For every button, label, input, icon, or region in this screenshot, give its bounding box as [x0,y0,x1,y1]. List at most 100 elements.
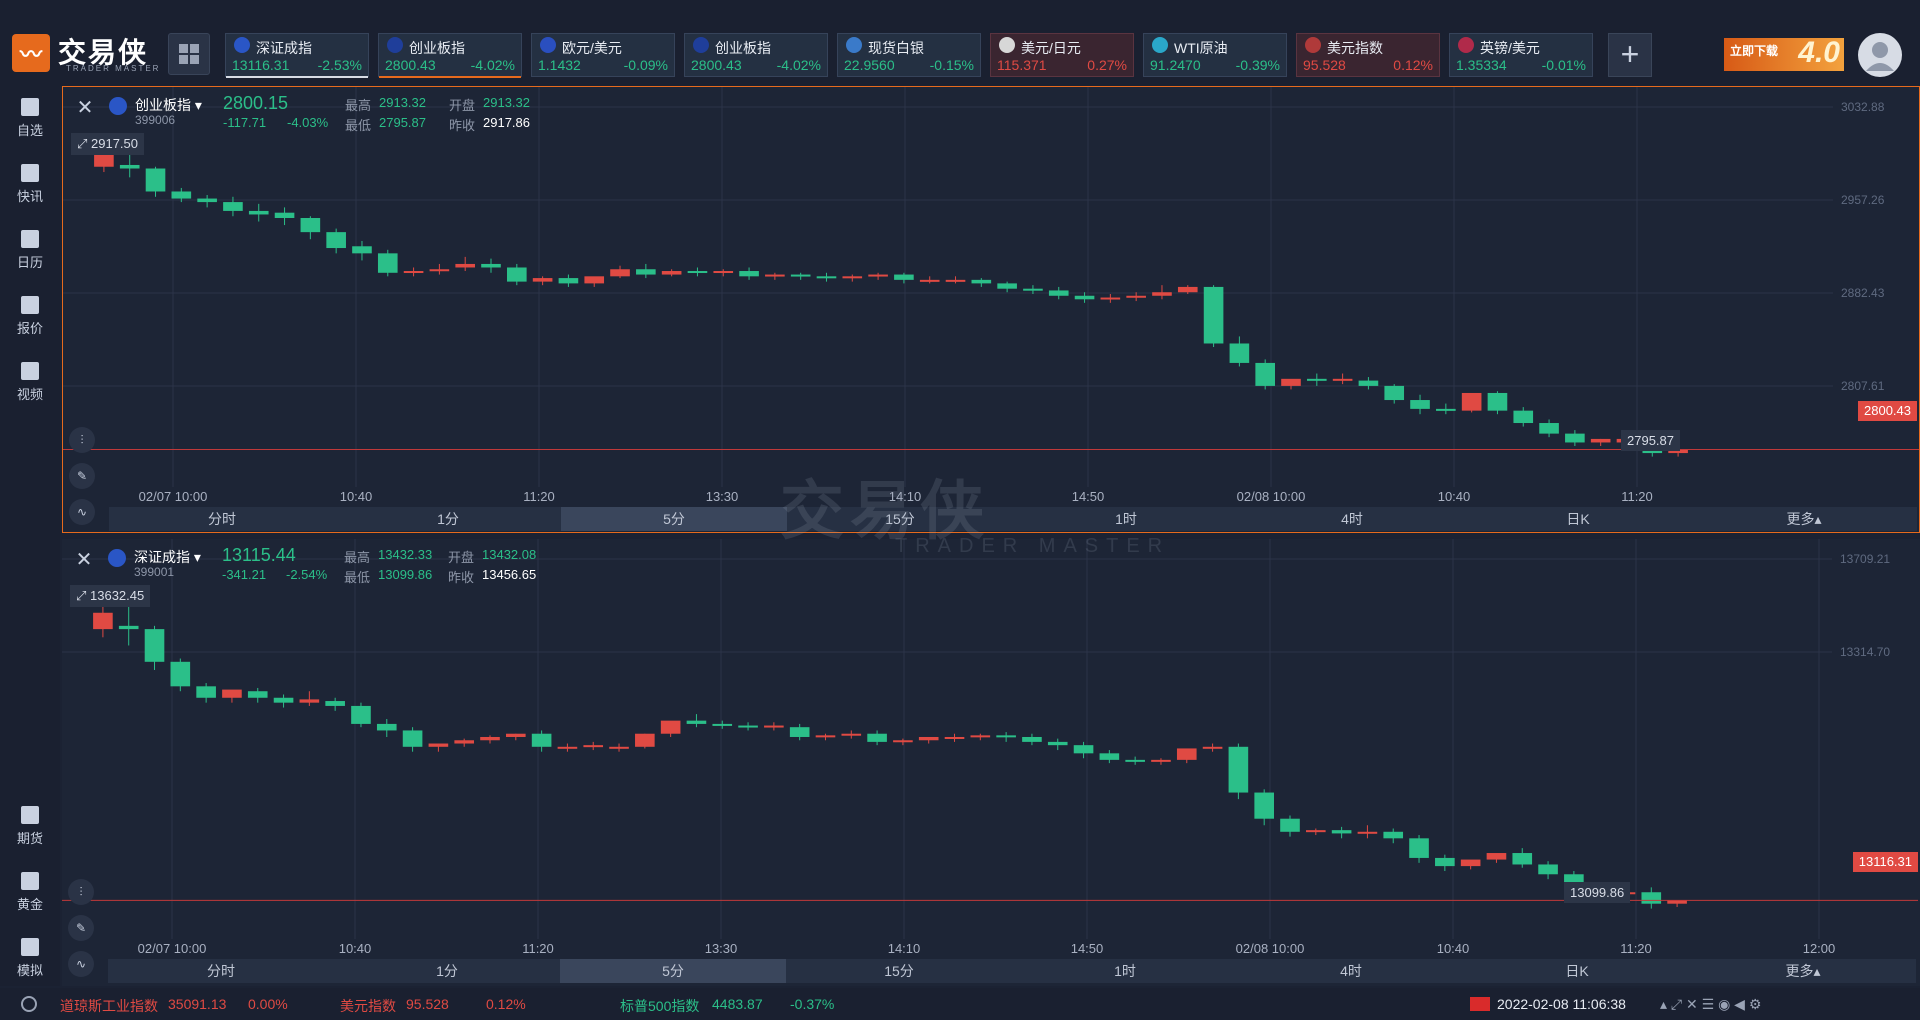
candle-body [1048,290,1069,296]
indicator-tool-button[interactable]: ⫶ [69,427,95,453]
ticker-change: -0.01% [1541,57,1586,73]
candle-body [93,612,113,630]
timeframe-tab[interactable]: 15分 [884,963,914,979]
bottom-index-name[interactable]: 美元指数 [340,998,396,1014]
settings-icons[interactable]: ▴ ⤢ ✕ ☰ ◉ ◀ ⚙ [1660,996,1762,1012]
timeframe-tab[interactable]: 4时 [1340,963,1362,979]
x-tick-label: 11:20 [523,489,555,504]
close-panel-button[interactable]: ✕ [76,97,94,119]
clock: 2022-02-08 11:06:38 [1497,996,1626,1012]
ticker-card[interactable]: 深证成指 13116.31 -2.53% [225,33,369,78]
ticker-card[interactable]: WTI原油 91.2470 -0.39% [1143,33,1287,77]
prev-close-value: 2917.86 [483,115,530,130]
timeframe-tab[interactable]: 4时 [1341,511,1363,527]
sidebar-label: 自选 [16,123,43,138]
candle-body [738,725,758,728]
candle-body [1229,343,1250,363]
candle-body [1151,759,1171,762]
x-tick-label: 14:50 [1071,941,1104,956]
candle-body [635,733,655,747]
sidebar-item-gold[interactable]: 黄金 [0,872,60,913]
candle-body [1047,741,1068,746]
timeframe-tab[interactable]: 15分 [885,511,915,527]
ticker-name: 现货白银 [868,40,924,56]
ticker-card[interactable]: 现货白银 22.9560 -0.15% [837,33,981,77]
sidebar-item-watchlist[interactable]: 自选 [0,98,60,139]
low-tooltip: 13099.86 [1564,882,1631,903]
ticker-card[interactable]: 美元指数 95.528 0.12% [1296,33,1440,77]
timeframe-tab[interactable]: 1时 [1115,511,1137,527]
sidebar-item-video[interactable]: 视频 [0,362,60,403]
app-logo[interactable]: 〰 交易侠 TRADER MASTER [12,34,158,73]
user-avatar[interactable] [1858,33,1902,77]
candle-body [170,661,191,687]
download-banner[interactable]: 立即下载 4.0 [1724,36,1844,71]
draw-tool-button[interactable]: ✎ [69,463,95,489]
layout-grid-button[interactable] [168,33,210,75]
candlestick-chart[interactable]: 3032.88 2957.26 2882.43 2807.61 02/07 10:00 1… [63,87,1919,507]
timeframe-tab[interactable]: 日K [1566,511,1590,527]
ticker-name: 英镑/美元 [1480,40,1540,56]
candle-body [687,271,708,274]
ticker-card[interactable]: 美元/日元 115.371 0.27% [990,33,1134,77]
sidebar-item-quotes[interactable]: 报价 [0,296,60,337]
active-underline [379,76,521,78]
headset-icon[interactable] [20,995,38,1013]
bottom-index-name[interactable]: 标普500指数 [620,998,700,1014]
candle-body [1176,748,1197,760]
sidebar-item-futures[interactable]: 期货 [0,806,60,847]
ticker-price: 13116.31 [232,57,290,73]
candle-body [944,736,965,739]
bottom-index-pct: -0.37% [790,996,835,1012]
sidebar-item-simulate[interactable]: 模拟 [0,938,60,979]
timeframe-tab[interactable]: 更多▴ [1786,511,1822,527]
timeframe-tab[interactable]: 1分 [436,963,458,979]
candle-body [481,263,501,268]
sidebar-item-news[interactable]: 快讯 [0,164,60,205]
sidebar-label: 期货 [16,831,43,846]
y-tick-label: 2882.43 [1841,286,1885,300]
candle-body [1332,378,1353,381]
timeframe-tab[interactable]: 日K [1565,963,1589,979]
chart-tools: ⫶ ✎ ∿ [69,427,95,535]
add-ticker-button[interactable]: + [1608,33,1652,77]
timeframe-tab[interactable]: 1时 [1114,963,1136,979]
chart-type-button[interactable]: ∿ [68,951,94,977]
symbol-selector[interactable]: 创业板指 ▾ [135,97,202,113]
timeframe-tab[interactable]: 分时 [208,511,236,527]
open-label: 开盘 [449,98,476,113]
candle-body [1538,864,1558,875]
timeframe-tab[interactable]: 1分 [437,511,459,527]
sidebar-item-calendar[interactable]: 日历 [0,230,60,271]
candle-body [1254,792,1274,819]
timeframe-tab[interactable]: 5分 [561,507,787,531]
candlestick-chart[interactable]: 13709.21 13314.70 02/07 10:00 10:40 11:20 13:… [62,539,1918,959]
candle-body [454,740,474,744]
candle-body [1486,853,1507,860]
ref-price-label: ⤢ 2917.50 [71,133,145,155]
ticker-card[interactable]: 创业板指 2800.43 -4.02% [684,33,828,77]
index-logo-icon [109,97,127,115]
flag-icon [1152,37,1168,53]
bottom-index-price: 35091.13 [168,996,227,1012]
ticker-price: 115.371 [997,57,1047,73]
bottom-index-name[interactable]: 道琼斯工业指数 [60,998,158,1014]
sidebar-label: 报价 [16,321,43,336]
candle-body [841,733,862,736]
indicator-tool-button[interactable]: ⫶ [68,879,94,905]
x-tick-label: 02/08 10:00 [1236,941,1305,956]
timeframe-tab[interactable]: 分时 [207,963,235,979]
timeframe-tab[interactable]: 5分 [560,959,786,983]
ticker-card[interactable]: 欧元/美元 1.1432 -0.09% [531,33,675,77]
candle-body [1307,378,1327,381]
y-tick-label: 13709.21 [1840,552,1890,566]
close-panel-button[interactable]: ✕ [75,549,93,571]
ticker-card[interactable]: 创业板指 2800.43 -4.02% [378,33,522,78]
ticker-card[interactable]: 英镑/美元 1.35334 -0.01% [1449,33,1593,77]
chart-type-button[interactable]: ∿ [69,499,95,525]
candle-body [118,625,139,630]
symbol-selector[interactable]: 深证成指 ▾ [134,549,201,565]
draw-tool-button[interactable]: ✎ [68,915,94,941]
open-value: 2913.32 [483,95,530,110]
timeframe-tab[interactable]: 更多▴ [1785,963,1821,979]
